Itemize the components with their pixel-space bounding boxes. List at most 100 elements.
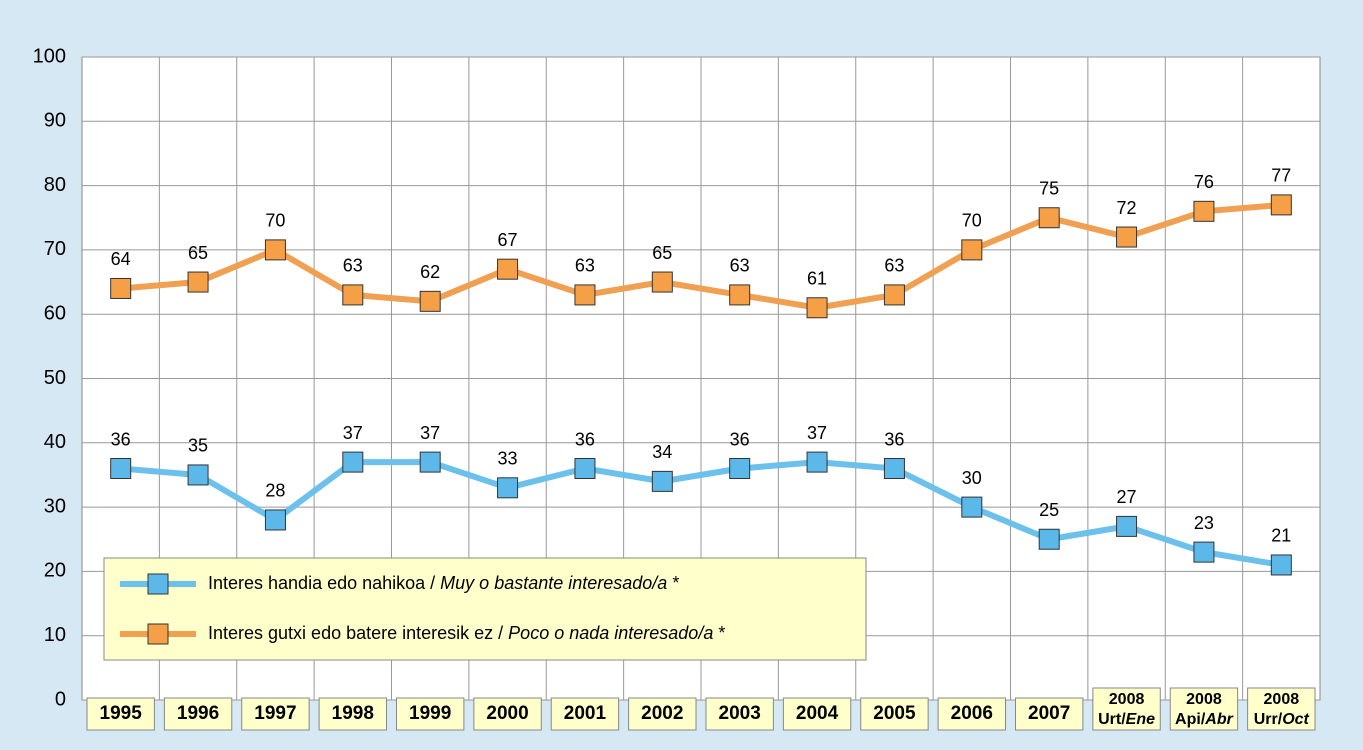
x-label-box xyxy=(1247,687,1316,731)
x-tick-label: 2006 xyxy=(951,703,993,724)
marker xyxy=(574,284,596,306)
data-label: 21 xyxy=(1271,526,1291,546)
data-label: 62 xyxy=(420,262,440,282)
legend-marker xyxy=(147,623,169,645)
marker xyxy=(1038,528,1060,550)
x-label-box xyxy=(318,697,387,731)
data-label: 36 xyxy=(111,429,131,449)
x-tick-label: 2003 xyxy=(719,703,761,724)
x-label-box xyxy=(86,697,155,731)
x-tick-label: 1996 xyxy=(177,703,219,724)
x-tick-label: 1995 xyxy=(100,703,143,724)
data-label: 34 xyxy=(652,442,672,462)
marker xyxy=(883,284,905,306)
x-tick-label: 2007 xyxy=(1028,703,1070,724)
marker xyxy=(110,277,132,299)
marker xyxy=(1193,200,1215,222)
data-label: 36 xyxy=(884,429,904,449)
data-label: 67 xyxy=(498,230,518,250)
data-label: 36 xyxy=(575,429,595,449)
x-label-box xyxy=(1015,697,1084,731)
marker xyxy=(806,451,828,473)
data-label: 75 xyxy=(1039,179,1059,199)
x-tick-label: 2008 Urt/Ene xyxy=(1098,691,1155,728)
marker xyxy=(342,451,364,473)
x-label-box xyxy=(473,697,542,731)
data-label: 65 xyxy=(188,243,208,263)
data-label: 63 xyxy=(575,256,595,276)
x-tick-label: 2002 xyxy=(641,703,683,724)
marker xyxy=(264,509,286,531)
x-label-box xyxy=(782,697,852,731)
y-tick-label: 20 xyxy=(44,560,66,582)
data-label: 63 xyxy=(730,256,750,276)
data-label: 64 xyxy=(111,249,131,269)
x-tick-label: 2001 xyxy=(564,703,607,724)
x-tick-label: 2000 xyxy=(486,703,528,724)
legend-label: Interes handia edo nahikoa / Muy o basta… xyxy=(208,573,679,593)
y-tick-label: 30 xyxy=(44,495,66,517)
x-tick-label: 2004 xyxy=(796,703,839,724)
data-label: 77 xyxy=(1271,166,1291,186)
x-label-box xyxy=(860,697,929,731)
x-label-box xyxy=(550,697,620,731)
data-label: 63 xyxy=(343,256,363,276)
data-label: 36 xyxy=(730,429,750,449)
data-label: 70 xyxy=(265,211,285,231)
x-label-box xyxy=(937,697,1006,731)
marker xyxy=(883,458,905,480)
marker xyxy=(342,284,364,306)
y-tick-label: 90 xyxy=(44,110,66,132)
legend-box xyxy=(103,557,867,661)
marker xyxy=(187,271,209,293)
marker xyxy=(1116,515,1138,537)
marker xyxy=(497,477,519,499)
marker xyxy=(961,239,983,261)
data-label: 72 xyxy=(1117,198,1137,218)
marker xyxy=(961,496,983,518)
data-label: 37 xyxy=(807,423,827,443)
x-tick-label: 1997 xyxy=(254,703,296,724)
marker xyxy=(729,458,751,480)
marker xyxy=(419,451,441,473)
x-label-box xyxy=(241,697,310,731)
x-tick-label: 1999 xyxy=(409,703,451,724)
marker xyxy=(1193,541,1215,563)
x-label-box xyxy=(163,697,233,731)
series-line xyxy=(120,201,1282,311)
marker xyxy=(187,464,209,486)
marker xyxy=(497,258,519,280)
x-label-box xyxy=(1092,687,1161,731)
legend-marker xyxy=(147,573,169,595)
x-tick-label: 2005 xyxy=(873,703,916,724)
x-label-box xyxy=(1169,687,1239,731)
data-label: 76 xyxy=(1194,172,1214,192)
marker xyxy=(110,458,132,480)
data-label: 30 xyxy=(962,468,982,488)
data-label: 23 xyxy=(1194,513,1214,533)
y-tick-label: 80 xyxy=(44,174,66,196)
y-tick-label: 0 xyxy=(55,688,66,710)
data-label: 35 xyxy=(188,436,208,456)
x-label-box xyxy=(628,697,697,731)
marker xyxy=(651,470,673,492)
data-label: 28 xyxy=(265,481,285,501)
y-tick-label: 60 xyxy=(44,302,66,324)
data-label: 33 xyxy=(498,449,518,469)
marker xyxy=(1270,554,1292,576)
marker xyxy=(651,271,673,293)
marker xyxy=(419,290,441,312)
data-label: 27 xyxy=(1117,487,1137,507)
data-label: 37 xyxy=(420,423,440,443)
y-tick-label: 40 xyxy=(44,431,66,453)
marker xyxy=(806,297,828,319)
marker xyxy=(1116,226,1138,248)
data-label: 65 xyxy=(652,243,672,263)
marker xyxy=(1038,207,1060,229)
data-label: 25 xyxy=(1039,500,1059,520)
data-label: 37 xyxy=(343,423,363,443)
x-tick-label: 1998 xyxy=(332,703,374,724)
data-label: 63 xyxy=(884,256,904,276)
y-tick-label: 10 xyxy=(44,624,66,646)
x-label-box xyxy=(396,697,465,731)
